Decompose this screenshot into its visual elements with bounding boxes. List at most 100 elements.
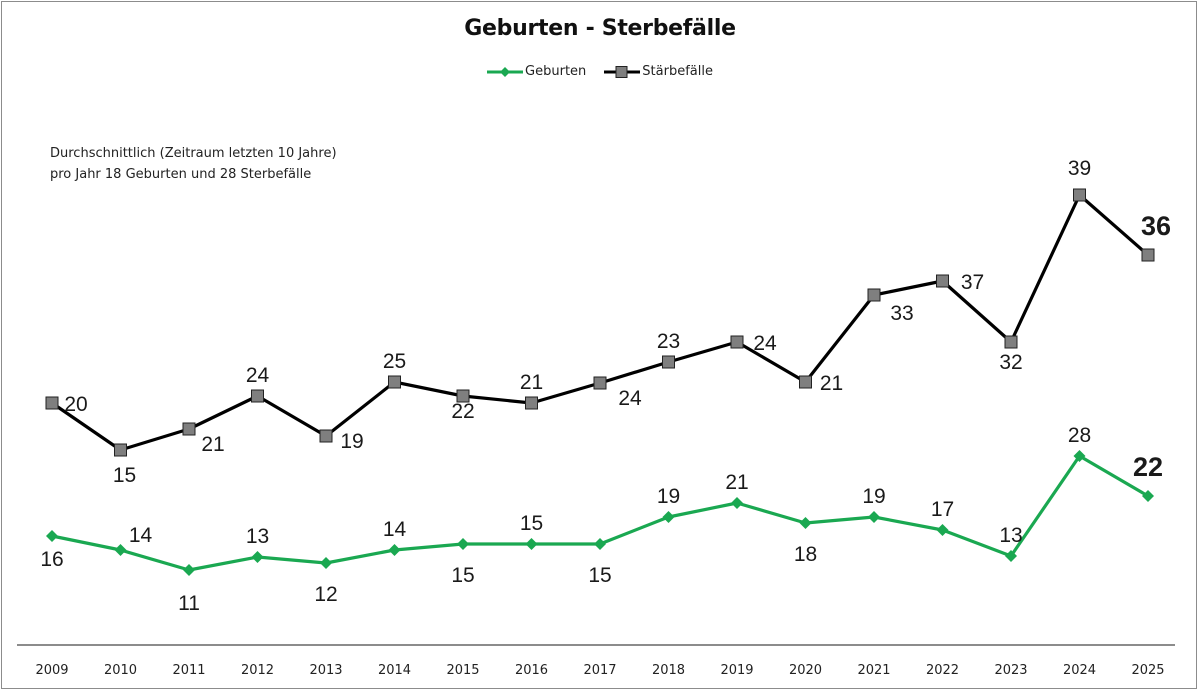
data-label-sterbefaelle: 21 xyxy=(820,372,843,395)
chart-title: Geburten - Sterbefälle xyxy=(464,16,736,41)
data-point-geburten xyxy=(388,544,401,556)
legend-label-geburten: Geburten xyxy=(525,64,587,79)
data-label-geburten: 14 xyxy=(383,518,407,541)
data-point-sterbefaelle xyxy=(45,396,59,410)
data-label-sterbefaelle: 36 xyxy=(1141,211,1171,241)
data-point-sterbefaelle xyxy=(388,375,401,389)
data-point-geburten xyxy=(320,557,332,569)
data-point-sterbefaelle xyxy=(730,335,744,349)
data-point-geburten xyxy=(1005,550,1017,562)
data-labels: 16 14 11 13 12 14 15 15 15 19 21 18 19 17 13 28 22 20 15 21… xyxy=(40,157,1171,615)
data-point-sterbefaelle xyxy=(662,355,675,369)
data-point-sterbefaelle xyxy=(1073,188,1086,202)
x-tick-label: 2015 xyxy=(446,663,479,678)
annotation-line-2: pro Jahr 18 Geburten und 28 Sterbefälle xyxy=(50,167,312,182)
x-tick-label: 2018 xyxy=(652,663,685,678)
data-point-geburten xyxy=(46,530,58,542)
data-label-geburten: 12 xyxy=(314,583,337,606)
legend-label-sterbefaelle: Stärbefälle xyxy=(642,64,713,79)
data-label-geburten: 16 xyxy=(40,548,63,571)
data-label-geburten: 17 xyxy=(931,498,954,521)
x-tick-labels: 2009 2010 2011 2012 2013 2014 2015 2016 2017 2018… xyxy=(35,663,1164,678)
data-label-sterbefaelle: 22 xyxy=(451,400,474,423)
data-point-geburten xyxy=(594,538,606,550)
data-point-sterbefaelle xyxy=(114,443,127,457)
data-label-geburten: 22 xyxy=(1133,452,1163,482)
data-label-sterbefaelle: 37 xyxy=(961,271,984,294)
data-label-sterbefaelle: 20 xyxy=(64,393,87,416)
x-tick-label: 2017 xyxy=(583,663,616,678)
data-label-sterbefaelle: 24 xyxy=(246,364,270,387)
data-label-geburten: 14 xyxy=(129,524,153,547)
data-label-sterbefaelle: 32 xyxy=(999,351,1022,374)
x-tick-label: 2011 xyxy=(172,663,205,678)
data-label-geburten: 21 xyxy=(725,471,748,494)
data-label-geburten: 15 xyxy=(520,512,543,535)
data-label-sterbefaelle: 15 xyxy=(113,464,136,487)
x-tick-label: 2009 xyxy=(35,663,68,678)
data-point-geburten xyxy=(1142,490,1154,502)
data-label-geburten: 19 xyxy=(862,485,885,508)
x-tick-label: 2010 xyxy=(104,663,137,678)
data-point-sterbefaelle xyxy=(867,288,881,302)
data-label-sterbefaelle: 23 xyxy=(657,330,680,353)
data-label-sterbefaelle: 21 xyxy=(520,371,543,394)
data-point-sterbefaelle xyxy=(1141,248,1155,262)
data-point-sterbefaelle xyxy=(456,389,470,403)
data-label-sterbefaelle: 21 xyxy=(201,433,224,456)
data-point-geburten xyxy=(799,517,812,529)
data-label-geburten: 15 xyxy=(588,564,611,587)
data-label-geburten: 13 xyxy=(246,525,269,548)
data-label-geburten: 13 xyxy=(999,524,1022,547)
data-point-geburten xyxy=(114,544,127,556)
data-point-sterbefaelle xyxy=(1004,335,1018,349)
annotation-line-1: Durchschnittlich (Zeitraum letzten 10 Ja… xyxy=(50,146,337,161)
data-label-sterbefaelle: 24 xyxy=(618,387,642,410)
x-tick-label: 2012 xyxy=(241,663,274,678)
data-point-geburten xyxy=(868,511,880,523)
x-tick-label: 2021 xyxy=(857,663,890,678)
series-markers xyxy=(45,188,1155,576)
data-label-sterbefaelle: 19 xyxy=(340,430,363,453)
data-point-sterbefaelle xyxy=(799,375,812,389)
data-point-sterbefaelle xyxy=(525,396,538,410)
data-point-geburten xyxy=(251,551,264,563)
x-tick-label: 2023 xyxy=(994,663,1027,678)
data-label-sterbefaelle: 39 xyxy=(1068,157,1091,180)
data-point-sterbefaelle xyxy=(182,422,196,436)
data-point-geburten xyxy=(183,564,195,576)
data-label-geburten: 18 xyxy=(794,543,817,566)
data-label-geburten: 19 xyxy=(657,485,680,508)
legend-marker-sterbefaelle xyxy=(604,65,641,78)
data-label-sterbefaelle: 24 xyxy=(753,332,777,355)
data-point-sterbefaelle xyxy=(319,429,333,443)
data-point-geburten xyxy=(731,497,743,509)
data-point-sterbefaelle xyxy=(593,376,607,390)
x-tick-label: 2025 xyxy=(1131,663,1164,678)
average-annotation: Durchschnittlich (Zeitraum letzten 10 Ja… xyxy=(50,143,337,185)
series-line-geburten xyxy=(51,454,1149,572)
data-label-sterbefaelle: 25 xyxy=(383,350,406,373)
data-point-geburten xyxy=(936,524,949,536)
chart-legend: Geburten Stärbefälle xyxy=(0,64,1200,79)
data-point-sterbefaelle xyxy=(251,389,264,403)
x-tick-label: 2022 xyxy=(926,663,959,678)
x-tick-label: 2024 xyxy=(1063,663,1096,678)
series-line-sterbefaelle xyxy=(51,193,1150,452)
data-point-geburten xyxy=(457,538,469,550)
x-tick-label: 2020 xyxy=(789,663,822,678)
data-label-geburten: 11 xyxy=(178,592,200,615)
x-tick-label: 2014 xyxy=(378,663,411,678)
x-tick-label: 2013 xyxy=(309,663,342,678)
legend-item-geburten: Geburten xyxy=(487,64,586,79)
data-point-geburten xyxy=(662,511,675,523)
data-point-sterbefaelle xyxy=(936,274,949,288)
data-point-geburten xyxy=(525,538,538,550)
x-tick-label: 2016 xyxy=(515,663,548,678)
legend-item-sterbefaelle: Stärbefälle xyxy=(604,64,713,79)
data-point-geburten xyxy=(1073,450,1086,462)
data-label-geburten: 15 xyxy=(451,564,474,587)
data-label-geburten: 28 xyxy=(1068,424,1091,447)
